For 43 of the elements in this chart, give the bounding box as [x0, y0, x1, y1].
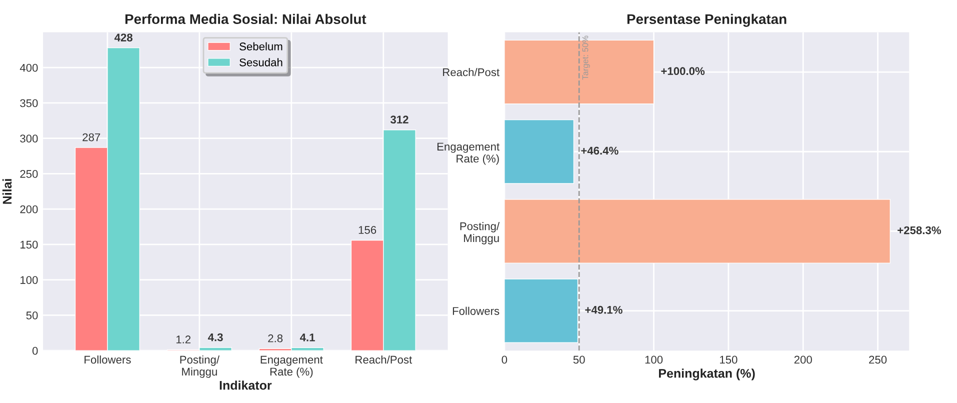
- y-axis-title: Nilai: [2, 179, 12, 204]
- y-tick-label: Engagement Rate (%): [437, 142, 500, 165]
- y-tick-label: 0: [32, 346, 38, 355]
- y-tick-label: 350: [20, 99, 38, 108]
- y-tick-label: 300: [20, 134, 38, 142]
- data-label: +46.4%: [581, 146, 618, 155]
- x-tick-label: 150: [720, 356, 738, 364]
- ref-line-label: Target: 50%: [582, 36, 590, 80]
- data-label: 156: [358, 226, 376, 234]
- x-tick-label: 0: [502, 356, 508, 364]
- data-label: 428: [114, 34, 132, 42]
- y-tick-label: 250: [20, 170, 38, 178]
- data-label: +100.0%: [661, 67, 705, 76]
- data-label: 312: [390, 116, 408, 124]
- chart-title: Persentase Peningkatan: [627, 14, 786, 27]
- y-tick-label: 200: [20, 205, 38, 214]
- x-tick-label: Engagement Rate (%): [260, 356, 323, 378]
- x-tick-label: 200: [794, 356, 812, 364]
- y-tick-label: 400: [20, 64, 38, 72]
- x-tick-label: 250: [869, 356, 887, 364]
- x-tick-label: 100: [645, 356, 663, 364]
- chart-title: Performa Media Sosial: Nilai Absolut: [125, 14, 366, 24]
- y-tick-label: 50: [26, 312, 38, 320]
- y-tick-label: Reach/Post: [443, 68, 500, 76]
- data-label: 4.1: [300, 334, 315, 342]
- y-tick-label: 100: [20, 276, 38, 284]
- x-tick-label: 50: [573, 356, 585, 364]
- x-tick-label: Reach/Post: [356, 355, 412, 364]
- legend-label: Sebelum: [240, 42, 282, 50]
- y-tick-label: Followers: [452, 306, 500, 315]
- y-tick-label: Posting/ Minggu: [460, 222, 500, 244]
- x-tick-label: Followers: [84, 355, 131, 364]
- data-label: 1.2: [176, 336, 190, 344]
- y-tick-label: 150: [20, 240, 38, 249]
- data-label: 287: [82, 133, 100, 142]
- legend-label: Sesudah: [240, 58, 282, 66]
- x-tick-label: Posting/ Minggu: [180, 355, 220, 378]
- x-axis-title: Indikator: [220, 380, 272, 390]
- data-label: +258.3%: [898, 226, 942, 234]
- x-axis-title: Peningkatan (%): [659, 368, 755, 380]
- data-label: 2.8: [268, 334, 283, 342]
- data-label: 4.3: [208, 333, 223, 342]
- data-label: +49.1%: [585, 306, 622, 314]
